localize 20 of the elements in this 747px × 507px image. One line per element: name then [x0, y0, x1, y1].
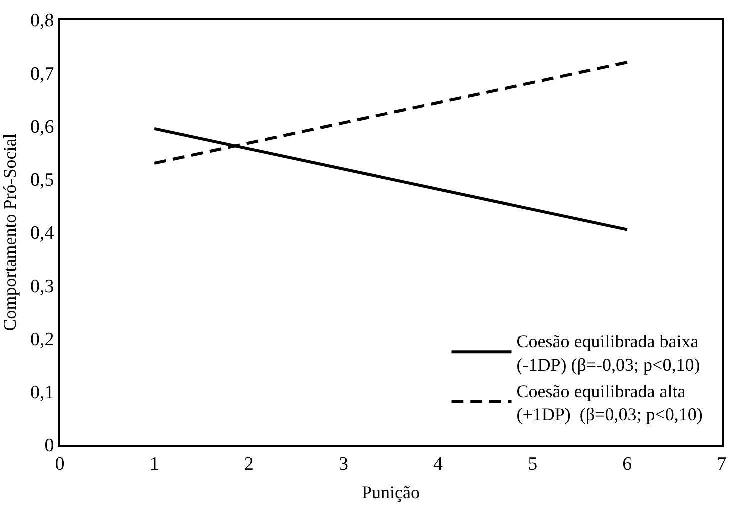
x-tick-label: 6	[622, 454, 632, 475]
x-tick-label: 3	[338, 454, 348, 475]
x-tick-label: 5	[528, 454, 538, 475]
y-tick-label: 0	[44, 436, 54, 457]
y-axis-title: Comportamento Pró-Social	[0, 134, 20, 332]
y-tick-label: 0,8	[30, 10, 54, 32]
x-tick-label: 2	[244, 454, 254, 475]
legend-label: Coesão equilibrada alta (+1DP) (β=0,03; p<0,10)	[516, 381, 703, 425]
x-axis-title: Punição	[362, 482, 420, 502]
x-tick-label: 1	[150, 454, 160, 475]
y-tick-label: 0,7	[30, 64, 54, 85]
x-tick-label: 7	[717, 454, 727, 475]
y-tick-label: 0,1	[30, 382, 54, 404]
y-tick-label: 0,4	[30, 223, 55, 244]
y-tick-label: 0,3	[30, 276, 54, 298]
y-tick-label: 0,6	[30, 116, 54, 138]
y-tick-label: 0,5	[30, 170, 54, 192]
y-tick-label: 0,2	[30, 329, 54, 350]
legend-label: Coesão equilibrada baixa (-1DP) (β=-0,03; p<0,10)	[516, 331, 700, 375]
x-tick-label: 4	[434, 454, 444, 475]
